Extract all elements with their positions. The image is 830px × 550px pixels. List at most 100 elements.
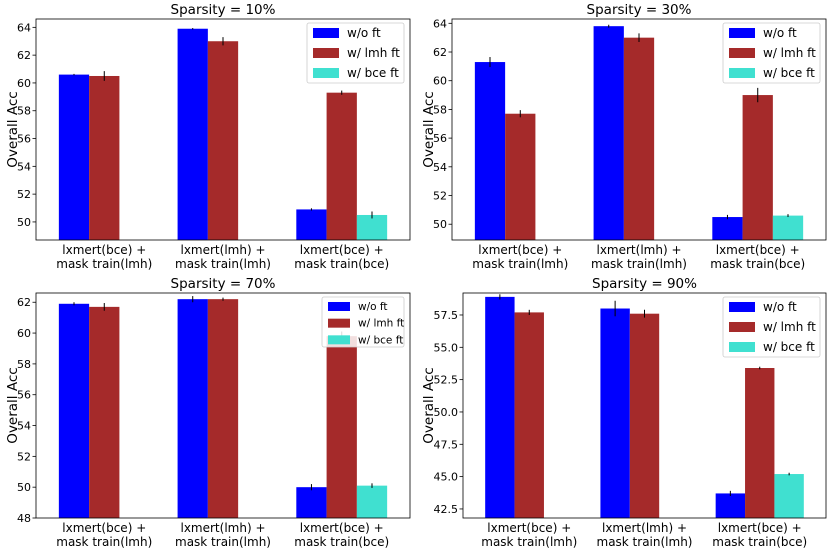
x-tick-label: mask train(lmh) [591, 257, 687, 271]
legend-label: w/ bce ft [763, 340, 815, 354]
bar [774, 474, 804, 518]
y-tick-label: 52.5 [434, 374, 459, 387]
x-tick-label: lxmert(bce) + [300, 243, 384, 257]
y-tick-label: 47.5 [434, 438, 459, 451]
y-tick-label: 62 [433, 46, 447, 59]
legend-swatch [313, 28, 339, 38]
x-tick-label: lxmert(bce) + [716, 243, 800, 257]
y-tick-label: 58 [433, 103, 447, 116]
bar [745, 368, 775, 518]
x-tick-label: mask train(lmh) [597, 535, 693, 549]
y-tick-label: 60 [17, 77, 31, 90]
bar [177, 299, 208, 518]
y-tick-label: 42.5 [434, 503, 459, 516]
plot-frame [451, 18, 827, 241]
x-tick-label: lxmert(bce) + [478, 243, 562, 257]
legend-label: w/ lmh ft [358, 318, 404, 330]
bar [629, 313, 660, 518]
y-tick-label: 54 [433, 161, 447, 174]
legend-swatch [313, 48, 339, 58]
y-tick-label: 55.0 [434, 341, 459, 354]
y-tick-label: 54 [17, 420, 31, 433]
bar [593, 26, 624, 241]
plot-frame [35, 18, 411, 241]
bar [89, 306, 120, 518]
y-axis-label: Overall Acc [421, 367, 437, 443]
legend-swatch [729, 48, 755, 58]
bar [177, 28, 208, 241]
y-tick-label: 52 [17, 450, 31, 463]
bar [623, 37, 655, 240]
x-tick-label: mask train(bce) [710, 257, 805, 271]
legend-label: w/ lmh ft [763, 46, 816, 60]
y-tick-label: 56 [433, 132, 447, 145]
bar [485, 296, 515, 518]
chart-title: Sparsity = 10% [171, 2, 276, 18]
bar [514, 312, 544, 518]
y-tick-label: 62 [17, 296, 31, 309]
y-tick-label: 56 [17, 389, 31, 402]
y-tick-label: 52 [433, 190, 447, 203]
bar [326, 336, 357, 518]
legend-swatch [729, 68, 755, 78]
legend-label: w/o ft [358, 301, 388, 313]
chart-title: Sparsity = 70% [171, 276, 276, 292]
y-tick-label: 57.5 [434, 309, 459, 322]
bar [89, 75, 120, 240]
legend-label: w/ lmh ft [347, 46, 400, 60]
x-tick-label: lxmert(lmh) + [602, 521, 687, 535]
bar [207, 299, 239, 518]
bar [772, 215, 804, 240]
bar [58, 303, 90, 518]
y-axis-label: Overall Acc [5, 367, 21, 443]
y-axis-label: Overall Acc [5, 91, 21, 167]
x-tick-label: lxmert(lmh) + [180, 521, 265, 535]
y-tick-label: 48 [17, 512, 31, 525]
x-tick-label: mask train(lmh) [175, 535, 271, 549]
bar [296, 209, 327, 240]
legend-swatch [729, 28, 755, 38]
legend-label: w/ lmh ft [763, 320, 816, 334]
bar [505, 113, 536, 240]
y-tick-label: 54 [17, 160, 31, 173]
legend-swatch [729, 342, 755, 352]
legend-swatch [729, 322, 755, 332]
x-tick-label: mask train(bce) [294, 257, 389, 271]
bar [742, 95, 773, 240]
bar [58, 74, 90, 241]
legend-swatch [328, 302, 350, 311]
chart-title: Sparsity = 90% [592, 276, 697, 292]
y-tick-label: 50 [17, 216, 31, 229]
x-tick-label: mask train(bce) [712, 535, 807, 549]
x-tick-label: mask train(lmh) [481, 535, 577, 549]
legend-swatch [328, 335, 350, 345]
y-tick-label: 56 [17, 133, 31, 146]
x-tick-label: lxmert(lmh) + [180, 243, 265, 257]
bar [296, 487, 327, 518]
bar [326, 92, 357, 241]
x-tick-label: lxmert(bce) + [62, 243, 146, 257]
y-tick-label: 60 [17, 327, 31, 340]
x-tick-label: lxmert(bce) + [300, 521, 384, 535]
y-tick-label: 45.0 [434, 471, 459, 484]
y-axis-label: Overall Acc [421, 91, 437, 167]
bar [715, 493, 746, 518]
legend-label: w/ bce ft [347, 66, 399, 80]
y-tick-label: 58 [17, 358, 31, 371]
bar [474, 62, 506, 241]
y-tick-label: 50 [17, 481, 31, 494]
bar [207, 41, 239, 240]
plot-frame [35, 292, 411, 519]
chart-title: Sparsity = 30% [587, 2, 692, 18]
x-tick-label: mask train(lmh) [175, 257, 271, 271]
bar [356, 214, 388, 240]
x-tick-label: mask train(bce) [294, 535, 389, 549]
legend-label: w/ bce ft [358, 334, 403, 346]
x-tick-label: lxmert(bce) + [487, 521, 571, 535]
bar [712, 217, 743, 240]
legend-label: w/o ft [347, 26, 381, 40]
